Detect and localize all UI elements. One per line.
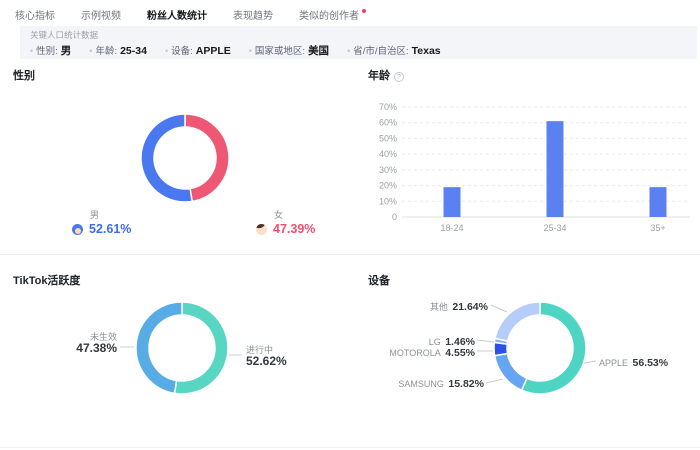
bar-25-34 bbox=[546, 121, 564, 217]
label-name: APPLE bbox=[599, 358, 629, 368]
age-panel-title: 年龄? bbox=[368, 67, 404, 83]
y-axis-tick: 20% bbox=[379, 181, 397, 191]
label-value: 1.46% bbox=[445, 336, 475, 348]
bullet-icon: • bbox=[164, 46, 169, 56]
label-value: 4.55% bbox=[445, 347, 475, 359]
filter-bar: 关键人口统计数据 • 性别: 男 • 年龄: 25-34 • 设备: APPLE… bbox=[20, 26, 697, 59]
tab-core-metrics[interactable]: 核心指标 bbox=[15, 11, 55, 22]
y-axis-tick: 30% bbox=[379, 165, 397, 175]
tab-bar: 核心指标 示例视频 粉丝人数统计 表现趋势 类似的创作者 bbox=[0, 0, 700, 29]
gender-panel-title: 性别 bbox=[13, 70, 35, 82]
bullet-icon: • bbox=[89, 46, 93, 56]
tab-similar-creators[interactable]: 类似的创作者 bbox=[299, 7, 366, 27]
label-value: 15.82% bbox=[448, 378, 484, 390]
filter-gender: • 性别: 男 bbox=[30, 43, 71, 58]
filter-value: 美国 bbox=[308, 45, 330, 57]
y-axis-tick: 10% bbox=[379, 196, 397, 206]
activity-label-inactive: 未生效 47.38% bbox=[76, 332, 117, 354]
filter-value: APPLE bbox=[195, 45, 231, 57]
tab-sample-videos[interactable]: 示例视频 bbox=[81, 11, 121, 22]
gender-legend-male: 男 52.61% bbox=[72, 208, 131, 236]
activity-label-ongoing: 进行中 52.62% bbox=[246, 345, 287, 367]
female-avatar-icon bbox=[256, 223, 267, 235]
donut-slice bbox=[184, 113, 230, 203]
male-label: 男 bbox=[90, 210, 100, 220]
notification-dot bbox=[362, 9, 366, 13]
donut-slice bbox=[135, 301, 183, 395]
label-value: 47.38% bbox=[76, 341, 117, 355]
filter-label: 性别: bbox=[36, 46, 58, 57]
filter-row: • 性别: 男 • 年龄: 25-34 • 设备: APPLE • 国家或地区:… bbox=[30, 43, 687, 58]
female-label: 女 bbox=[274, 210, 284, 220]
filter-label: 年龄: bbox=[95, 46, 118, 57]
filter-bar-title: 关键人口统计数据 bbox=[30, 30, 99, 40]
label-name: 其他 bbox=[429, 302, 448, 312]
activity-panel-title: TikTok活跃度 bbox=[13, 275, 81, 287]
label-name: 未生效 bbox=[89, 332, 117, 342]
filter-label: 设备: bbox=[171, 46, 193, 57]
male-avatar-icon bbox=[72, 223, 83, 235]
donut-slice bbox=[494, 301, 541, 342]
filter-device: • 设备: APPLE bbox=[165, 43, 231, 57]
tab-similar-creators-label: 类似的创作者 bbox=[299, 11, 359, 22]
label-value: 56.53% bbox=[632, 357, 669, 369]
filter-province: • 省/市/自治区: Texas bbox=[347, 43, 441, 57]
filter-value: 男 bbox=[60, 45, 72, 57]
filter-value: Texas bbox=[411, 45, 441, 57]
bullet-icon: • bbox=[248, 46, 252, 56]
donut-slice bbox=[173, 301, 229, 395]
bottom-divider bbox=[0, 447, 700, 448]
filter-age: • 年龄: 25-34 bbox=[89, 43, 147, 57]
device-label-other: 其他 21.64% bbox=[430, 300, 488, 313]
female-percentage: 47.39% bbox=[273, 222, 316, 236]
donut-slice bbox=[493, 352, 528, 392]
bullet-icon: • bbox=[347, 46, 351, 56]
device-label-lg: LG 1.46% bbox=[429, 335, 475, 348]
y-axis-tick: 40% bbox=[379, 149, 397, 159]
gender-legend-female: 女 47.39% bbox=[256, 208, 315, 236]
activity-donut-chart bbox=[135, 301, 229, 395]
male-percentage: 52.61% bbox=[89, 222, 132, 236]
label-name: LG bbox=[428, 337, 441, 347]
filter-label: 国家或地区: bbox=[254, 46, 306, 57]
label-value: 52.62% bbox=[246, 354, 287, 368]
x-axis-tick: 25-34 bbox=[543, 223, 566, 233]
gender-donut-chart bbox=[140, 113, 230, 203]
label-value: 21.64% bbox=[452, 301, 488, 313]
filter-country: • 国家或地区: 美国 bbox=[249, 43, 329, 58]
y-axis-tick: 50% bbox=[379, 133, 397, 143]
filter-value: 25-34 bbox=[120, 45, 147, 57]
x-axis-tick: 35+ bbox=[650, 223, 665, 233]
filter-label: 省/市/自治区: bbox=[353, 46, 409, 57]
tab-performance-trend[interactable]: 表现趋势 bbox=[233, 11, 273, 22]
bar-18-24 bbox=[443, 187, 461, 217]
device-label-apple: APPLE 56.53% bbox=[599, 356, 668, 369]
device-label-samsung: SAMSUNG 15.82% bbox=[398, 377, 484, 390]
devices-donut-chart bbox=[493, 301, 587, 395]
bullet-icon: • bbox=[30, 46, 34, 56]
label-name: SAMSUNG bbox=[398, 379, 444, 389]
y-axis-tick: 70% bbox=[379, 102, 397, 112]
y-axis-tick: 0 bbox=[392, 212, 397, 222]
info-icon[interactable]: ? bbox=[394, 72, 404, 82]
label-name: MOTOROLA bbox=[389, 348, 441, 358]
donut-slice bbox=[140, 113, 194, 203]
age-title-text: 年龄 bbox=[368, 70, 390, 82]
label-name: 进行中 bbox=[246, 345, 274, 355]
bar-35+ bbox=[649, 187, 667, 217]
section-divider bbox=[0, 254, 700, 255]
x-axis-tick: 18-24 bbox=[440, 223, 463, 233]
age-bar-chart: 0 10% 20% 30% 40% 50% 60% 70% 18-24 25-34 35+ bbox=[379, 102, 690, 233]
y-axis-tick: 60% bbox=[379, 118, 397, 128]
device-label-motorola: MOTOROLA 4.55% bbox=[389, 346, 475, 359]
devices-panel-title: 设备 bbox=[368, 275, 390, 287]
